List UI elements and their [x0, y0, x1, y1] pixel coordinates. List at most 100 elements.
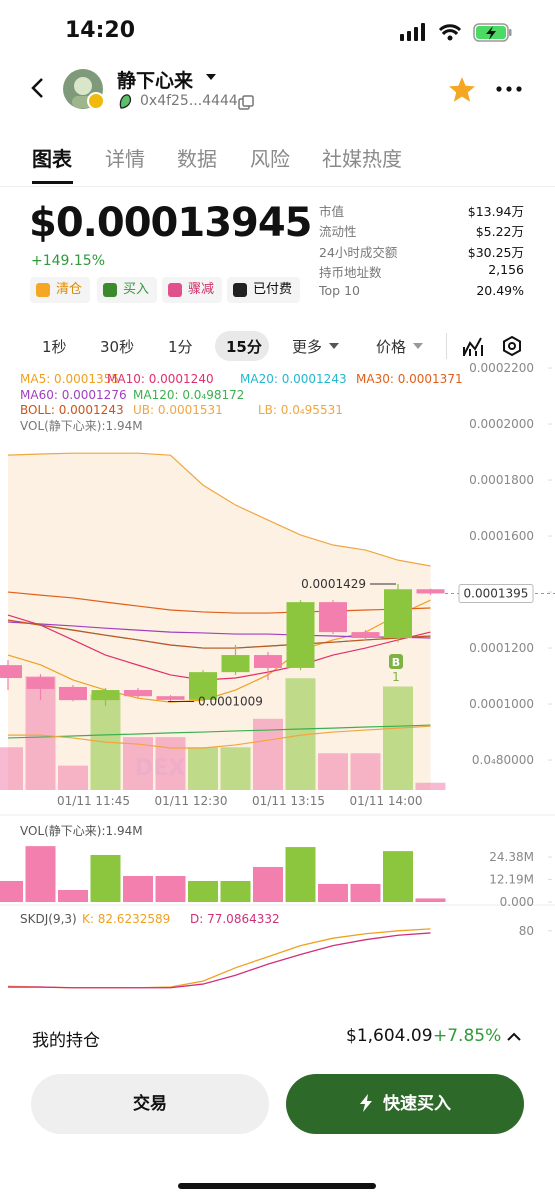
volume-bar: [0, 880, 23, 902]
tag-text: 清仓: [56, 282, 83, 297]
token-avatar: [63, 69, 105, 110]
tag[interactable]: 骤减: [162, 277, 223, 303]
quick-buy-button[interactable]: 快速买入: [286, 1074, 524, 1134]
chain-icon: [119, 94, 132, 109]
tag-text: 买入: [123, 282, 150, 297]
y-tick-label: 0.0002000: [469, 417, 534, 431]
interval[interactable]: 更多: [292, 338, 323, 356]
candle-body: [91, 690, 120, 701]
panel-title: SKDJ(9,3): [20, 912, 77, 926]
interval[interactable]: 15分: [226, 338, 262, 356]
y-tick-label: 12.19M: [489, 873, 534, 887]
stat-label: Top 10: [319, 283, 360, 298]
volume-bar: [253, 866, 283, 902]
legend-item: MA120: 0.0₄98172: [133, 388, 244, 402]
volume-bar: [155, 737, 186, 790]
charts: DEX0.0₄800000.00010000.00012000.00014000…: [0, 361, 555, 989]
tab[interactable]: 详情: [105, 147, 145, 171]
holdings-change: +7.85%: [433, 1026, 502, 1046]
kdj-line: [7, 928, 431, 989]
x-tick-label: 01/11 12:30: [155, 794, 228, 808]
copy-icon[interactable]: [238, 95, 254, 111]
y-tick-label: 0.0001600: [469, 529, 534, 543]
holdings-label: 我的持仓: [32, 1031, 100, 1051]
stat-value: $5.22万: [475, 224, 524, 239]
stat-value: 20.49%: [476, 283, 524, 298]
volume-bar: [220, 747, 251, 790]
volume-bar: [123, 876, 153, 902]
legend-item: MA30: 0.0001371: [356, 372, 463, 386]
tag-text: 骤减: [188, 282, 215, 297]
signal-count: 1: [392, 670, 400, 684]
indicator-line: [8, 725, 431, 749]
volume-bar: [318, 883, 348, 902]
panel-title: VOL(静下心来):1.94M: [20, 824, 143, 838]
trade-button[interactable]: 交易: [31, 1074, 269, 1134]
x-tick-label: 01/11 14:00: [350, 794, 423, 808]
candle-body: [59, 686, 87, 701]
legend-item: BOLL: 0.0001243: [20, 403, 124, 417]
favorite-star[interactable]: [448, 76, 476, 104]
stat-value: 2,156: [488, 262, 524, 277]
interval-active-bg: [215, 331, 269, 361]
status-time: 14:20: [65, 18, 136, 43]
holdings-value: $1,604.09: [346, 1026, 433, 1046]
indicator-line: [7, 724, 431, 739]
indicator-icon[interactable]: [462, 335, 486, 357]
tag-text: 已付费: [253, 282, 293, 297]
tag[interactable]: 已付费: [227, 277, 301, 303]
volume-bar: [58, 765, 88, 790]
kdj-line: [8, 932, 431, 989]
candle-body: [0, 665, 22, 679]
tab[interactable]: 风险: [250, 147, 290, 171]
tag[interactable]: 买入: [97, 277, 158, 303]
interval[interactable]: 价格: [376, 338, 407, 356]
settings-icon[interactable]: [501, 335, 523, 357]
more-menu[interactable]: [496, 85, 522, 93]
tab-indicator: [32, 181, 73, 184]
stat-label: 24小时成交额: [319, 245, 398, 260]
volume-bar: [188, 747, 218, 790]
tab[interactable]: 数据: [177, 147, 217, 171]
button-text: 快速买入: [383, 1094, 451, 1114]
bolt-icon: [360, 1094, 372, 1112]
interval[interactable]: 1秒: [42, 338, 67, 356]
legend-item: MA60: 0.0001276: [20, 388, 127, 402]
volume-bar: [0, 747, 23, 790]
volume-bar: [383, 851, 413, 902]
legend-item: MA5: 0.0001355: [20, 372, 119, 386]
y-tick-label: 0.0001200: [469, 641, 534, 655]
expand-caret[interactable]: [506, 1031, 522, 1043]
volume-bar: [155, 876, 186, 902]
annotation-label: 0.0001429: [301, 577, 366, 591]
token-name[interactable]: 静下心来: [117, 70, 194, 92]
stat-label: 流动性: [319, 224, 357, 239]
volume-bar: [220, 880, 251, 902]
candle-body: [319, 602, 347, 633]
tab[interactable]: 社媒热度: [322, 147, 402, 171]
legend-item: UB: 0.0001531: [133, 403, 223, 417]
tab[interactable]: 图表: [32, 147, 72, 171]
price-change: +149.15%: [31, 253, 106, 269]
interval[interactable]: 1分: [168, 338, 193, 356]
token-address: 0x4f25...4444: [140, 93, 238, 109]
volume-bar: [415, 782, 446, 790]
x-tick-label: 01/11 13:15: [252, 794, 325, 808]
tag[interactable]: 清仓: [30, 277, 91, 303]
legend-item: MA20: 0.0001243: [240, 372, 347, 386]
status-icons: [400, 23, 512, 42]
indicator-line: [7, 619, 431, 649]
candle-body: [124, 690, 152, 697]
indicator-line: [7, 591, 431, 614]
candle-body: [384, 589, 412, 638]
signal-tag: [389, 654, 403, 669]
back-button[interactable]: [28, 76, 48, 100]
legend-item: VOL(静下心来):1.94M: [20, 419, 143, 433]
volume-bar: [188, 880, 218, 902]
volume-bar: [25, 846, 56, 902]
legend-item: K: 82.6232589: [82, 912, 170, 926]
candle-body: [416, 589, 445, 594]
candle-body: [286, 602, 315, 668]
indicator-line: [7, 614, 431, 681]
interval[interactable]: 30秒: [100, 338, 135, 356]
